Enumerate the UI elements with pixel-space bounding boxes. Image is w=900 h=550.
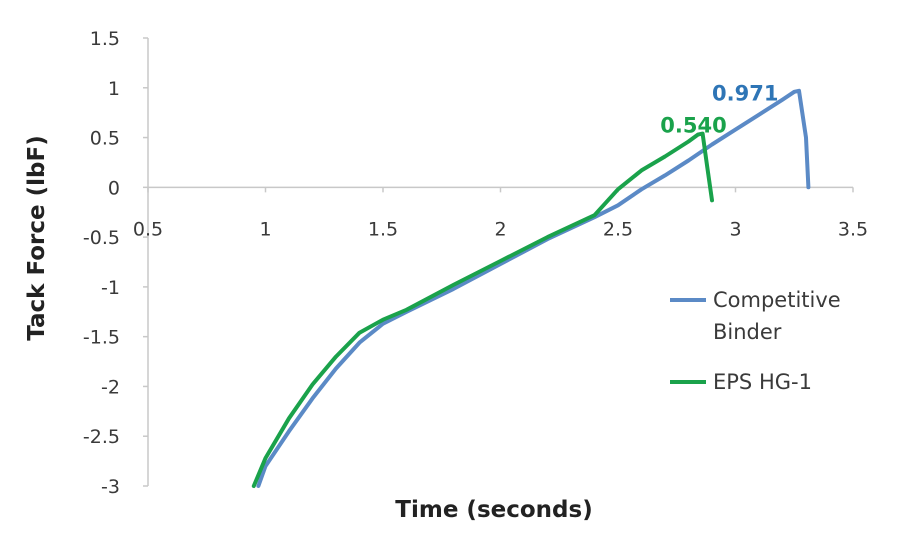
x-tick-label: 2.5 bbox=[603, 218, 633, 240]
peak-annotations: 0.971 0.540 bbox=[660, 82, 778, 138]
y-tick-label: 0 bbox=[108, 177, 120, 199]
x-tick-label: 2 bbox=[494, 218, 506, 240]
x-tick-label: 3 bbox=[729, 218, 741, 240]
x-tick-label: 1 bbox=[259, 218, 271, 240]
legend: Competitive Binder EPS HG-1 bbox=[670, 288, 841, 394]
y-tick-label: -3 bbox=[101, 476, 120, 498]
series-lines bbox=[251, 88, 811, 488]
x-tick-label: 3.5 bbox=[838, 218, 868, 240]
x-tick-label: 1.5 bbox=[368, 218, 398, 240]
y-tick-label: 1.5 bbox=[90, 28, 120, 50]
y-tick-label: -2.5 bbox=[83, 426, 120, 448]
x-tick-labels: 0.5 1 1.5 2 2.5 3 3.5 bbox=[133, 187, 868, 240]
x-axis-label: Time (seconds) bbox=[395, 497, 592, 523]
y-tick-label: -2 bbox=[101, 376, 120, 398]
y-tick-label: -1 bbox=[101, 277, 120, 299]
y-tick-labels: 1.5 1 0.5 0 -0.5 -1 -1.5 -2 -2.5 -3 bbox=[83, 28, 148, 498]
x-tick-label: 0.5 bbox=[133, 218, 163, 240]
y-tick-label: 0.5 bbox=[90, 128, 120, 150]
series-line-competitive-binder bbox=[256, 88, 811, 488]
legend-label-competitive-binder: Competitive Binder bbox=[713, 288, 841, 344]
y-axis-label: Tack Force (lbF) bbox=[24, 135, 50, 340]
y-tick-label: -0.5 bbox=[83, 227, 120, 249]
y-tick-label: -1.5 bbox=[83, 327, 120, 349]
peak-value-label: 0.540 bbox=[660, 114, 726, 138]
legend-label-eps-hg-1: EPS HG-1 bbox=[713, 370, 812, 394]
peak-value-label: 0.971 bbox=[712, 82, 778, 106]
y-tick-label: 1 bbox=[108, 78, 120, 100]
series-line-eps-hg-1 bbox=[251, 131, 714, 488]
